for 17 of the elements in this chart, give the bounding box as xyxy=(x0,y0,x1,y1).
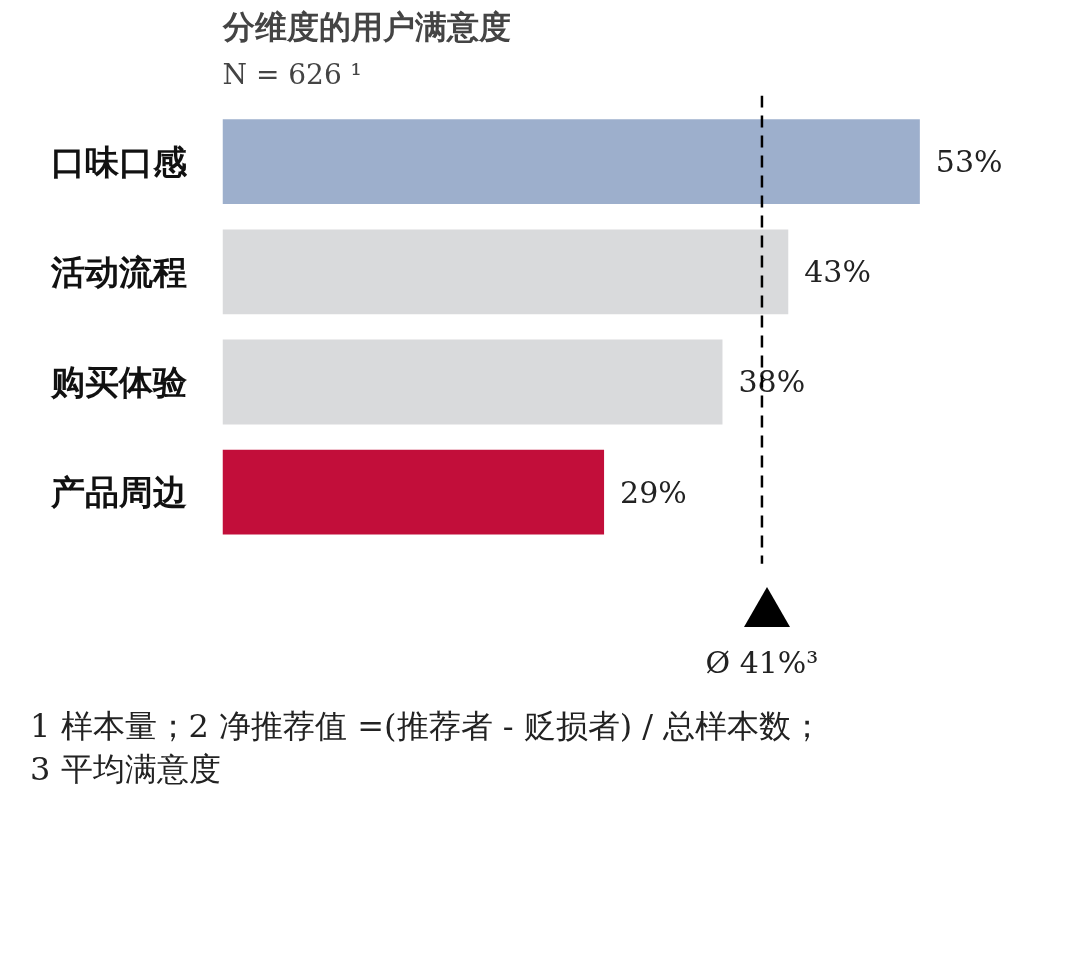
y-tick-label: 购买体验 xyxy=(49,361,188,402)
y-tick-label: 口味口感 xyxy=(50,141,188,182)
data-label: 53% xyxy=(935,144,1003,180)
y-tick-label: 活动流程 xyxy=(49,251,187,292)
chart-title: 分维度的用户满意度 xyxy=(221,7,511,46)
data-label: 38% xyxy=(738,364,806,400)
text: 3 平均满意度 xyxy=(30,749,222,791)
bar xyxy=(222,119,920,205)
bar xyxy=(222,229,789,315)
data-label: 43% xyxy=(804,254,871,290)
text: 1 样本量；2 净推荐值 =(推荐者 - 贬损者) / 总样本数； xyxy=(30,706,824,747)
bar xyxy=(222,339,723,425)
bar xyxy=(222,449,605,535)
data-label: 29% xyxy=(620,474,687,510)
ref-line-label: Ø 41%³ xyxy=(705,645,819,681)
chart-subtitle: N = 626 ¹ xyxy=(222,57,362,91)
y-tick-label: 产品周边 xyxy=(49,472,187,513)
